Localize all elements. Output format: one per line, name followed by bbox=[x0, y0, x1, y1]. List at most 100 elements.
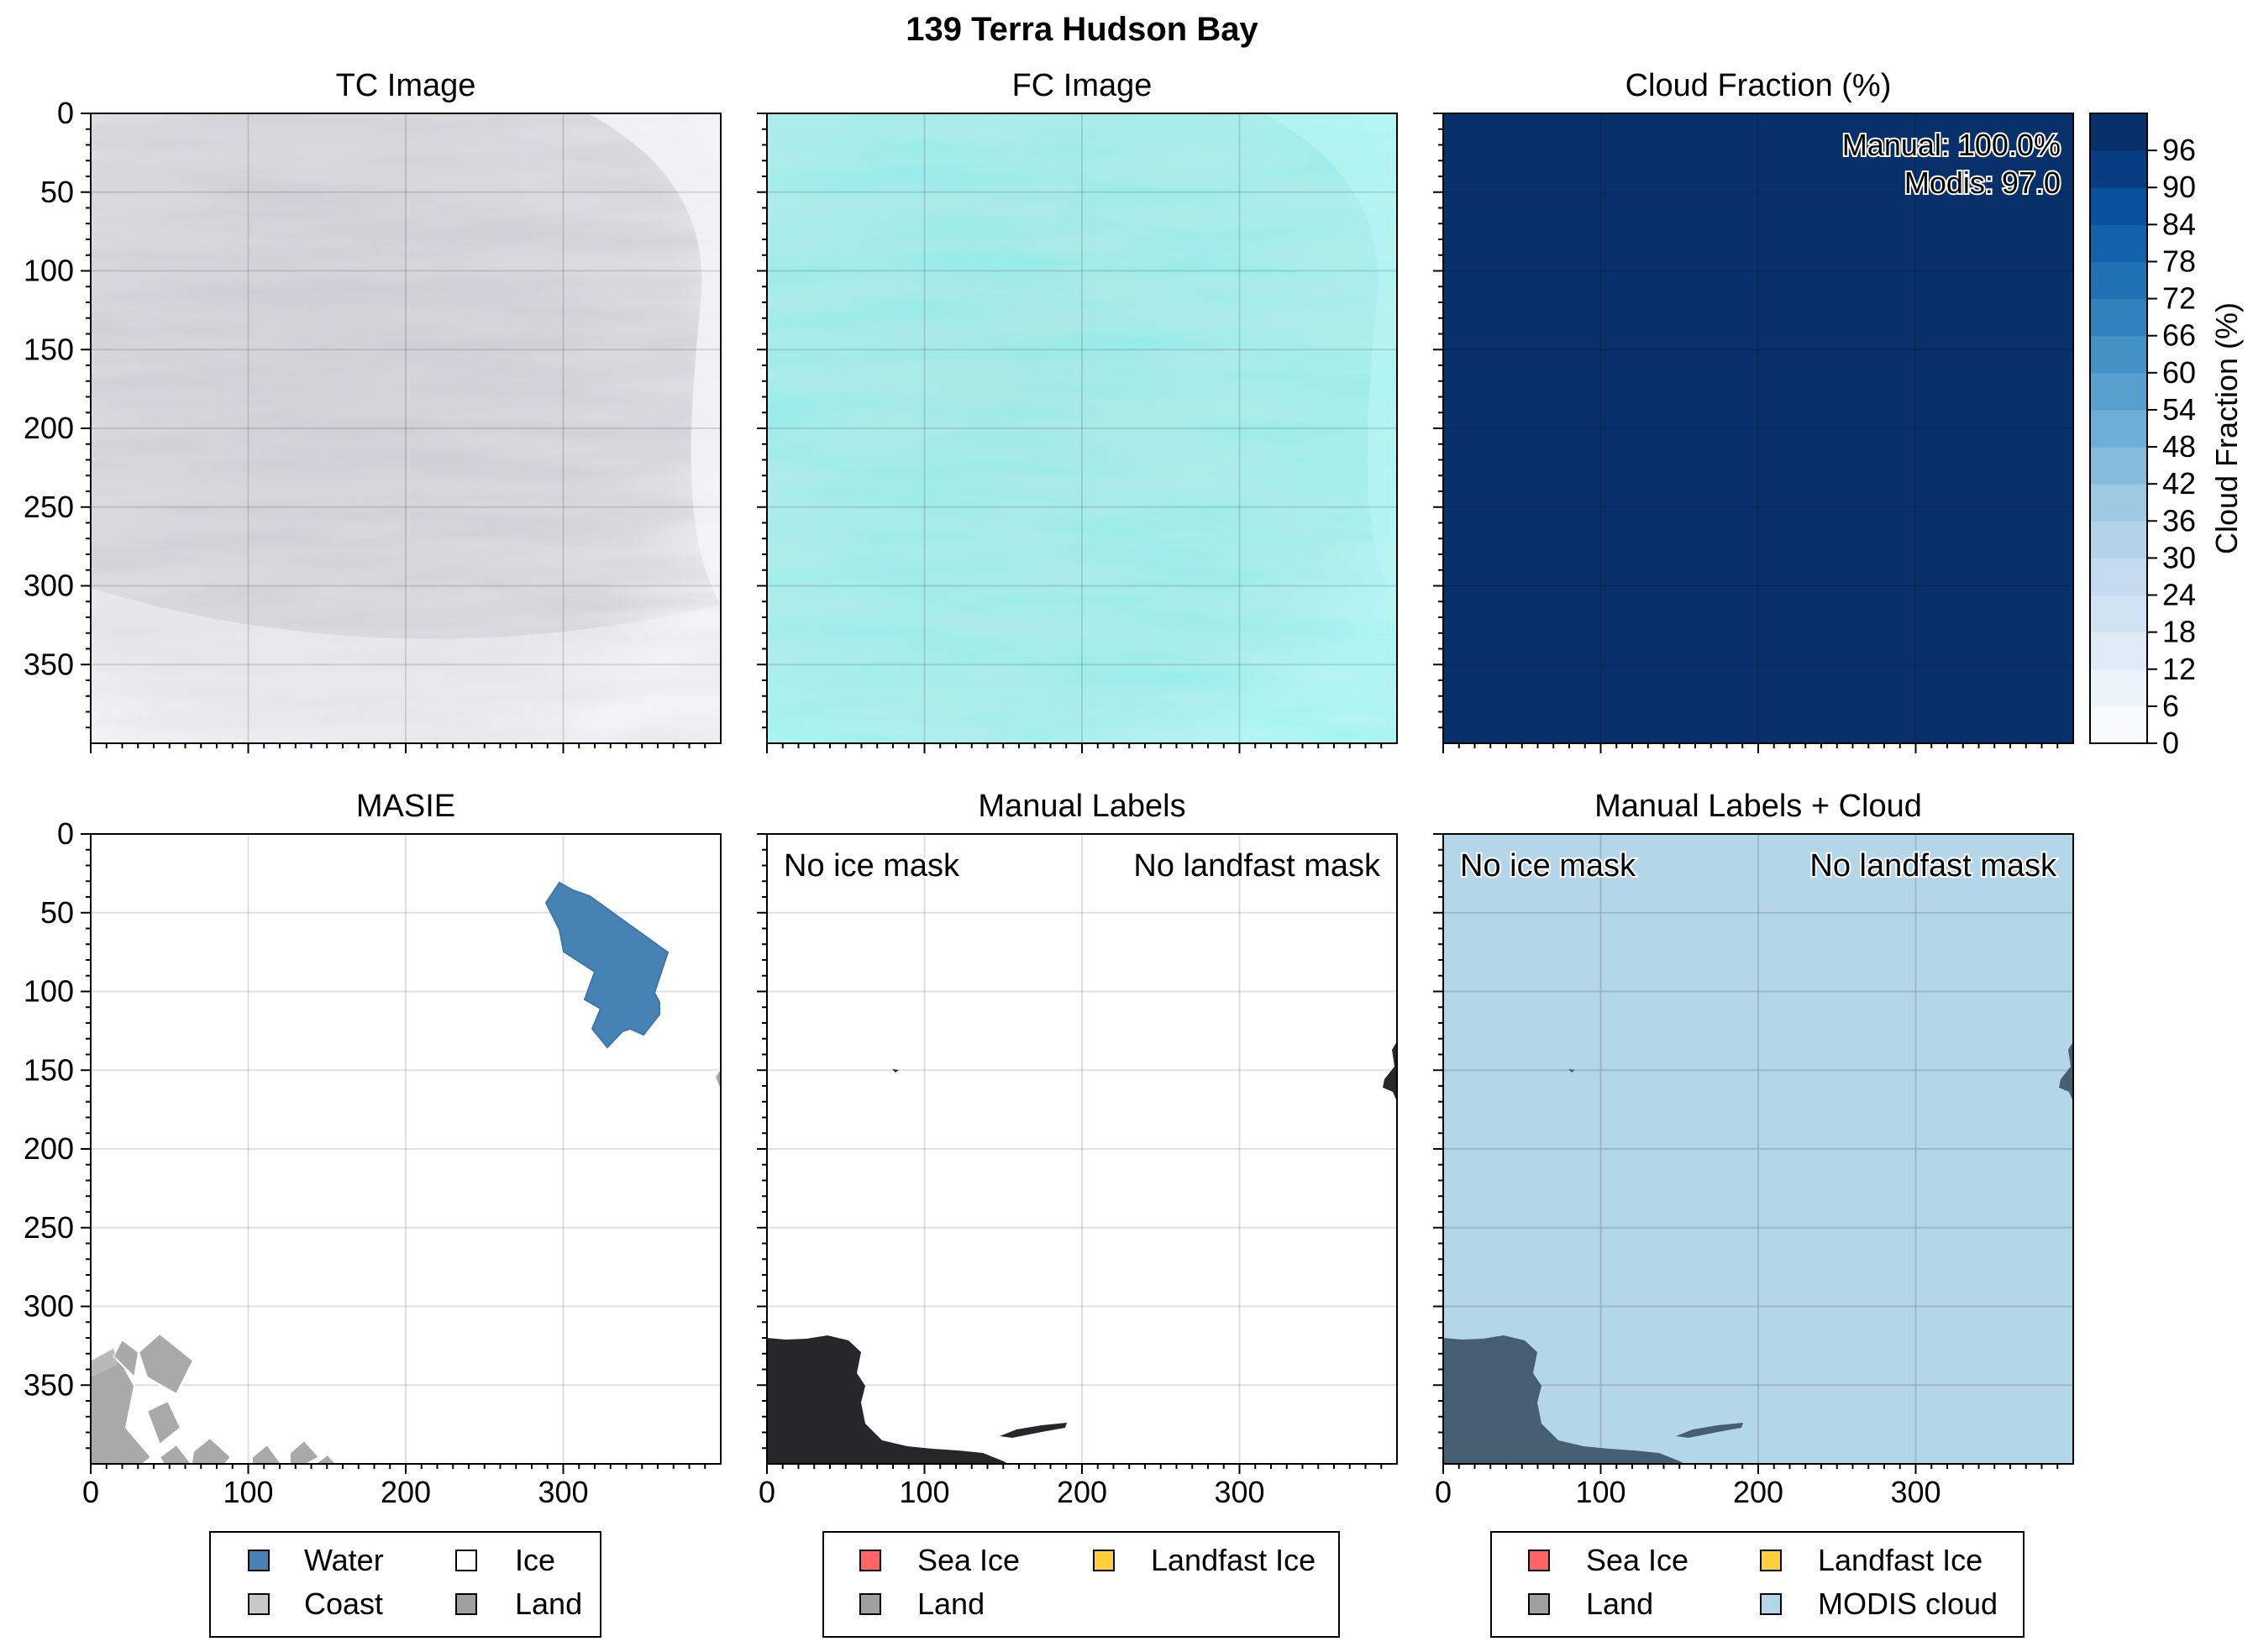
colorbar-tick-label: 42 bbox=[2162, 466, 2196, 501]
panel-title: Manual Labels bbox=[978, 789, 1185, 824]
legend-label-modis-cloud: MODIS cloud bbox=[1818, 1586, 1998, 1621]
manual-land-speck bbox=[892, 1069, 899, 1072]
no-ice-mask-label: No ice mask bbox=[1460, 848, 1636, 884]
tc-bright-edge bbox=[588, 113, 721, 605]
y-tick-label: 0 bbox=[57, 816, 74, 851]
colorbar-tick-label: 66 bbox=[2162, 318, 2196, 353]
y-tick-label: 150 bbox=[24, 332, 74, 366]
colorbar-tick-label: 48 bbox=[2162, 429, 2196, 464]
legend-label-landfast-ice: Landfast Ice bbox=[1818, 1543, 1983, 1577]
masie-map bbox=[91, 834, 721, 1464]
x-tick-label: 200 bbox=[1733, 1475, 1783, 1509]
x-tick-label: 100 bbox=[899, 1475, 949, 1509]
y-tick-label: 50 bbox=[40, 895, 74, 930]
no-ice-mask-label: No ice mask bbox=[784, 848, 960, 884]
colorbar-level bbox=[2090, 484, 2147, 522]
manual-land-edge bbox=[1383, 1041, 1397, 1102]
legend-label-coast: Coast bbox=[304, 1586, 383, 1621]
colorbar-level bbox=[2090, 705, 2147, 744]
colorbar-tick-label: 0 bbox=[2162, 726, 2179, 760]
manual-cloud-land-speck bbox=[1568, 1069, 1575, 1072]
colorbar-level bbox=[2090, 150, 2147, 188]
y-tick-label: 200 bbox=[24, 1131, 74, 1166]
colorbar-level bbox=[2090, 261, 2147, 300]
tc-image bbox=[91, 113, 721, 743]
x-tick-label: 0 bbox=[759, 1475, 775, 1509]
colorbar-tick-label: 78 bbox=[2162, 244, 2196, 278]
y-tick-label: 150 bbox=[24, 1052, 74, 1087]
y-tick-label: 350 bbox=[24, 1367, 74, 1402]
colorbar-level bbox=[2090, 224, 2147, 262]
colorbar-tick-label: 24 bbox=[2162, 578, 2196, 612]
legend-swatch-landfast-ice bbox=[1093, 1550, 1115, 1571]
y-tick-label: 200 bbox=[24, 411, 74, 445]
colorbar-level bbox=[2090, 521, 2147, 559]
y-tick-label: 0 bbox=[57, 96, 74, 130]
legend-label-land: Land bbox=[917, 1586, 985, 1621]
legend-swatch-water bbox=[248, 1550, 270, 1571]
legend-swatch-coast bbox=[248, 1593, 270, 1615]
colorbar-tick-label: 30 bbox=[2162, 540, 2196, 574]
x-tick-label: 200 bbox=[381, 1475, 431, 1509]
cloud-fraction-heatmap bbox=[1443, 113, 2073, 743]
colorbar-tick-label: 6 bbox=[2162, 689, 2179, 723]
colorbar-tick-label: 60 bbox=[2162, 355, 2196, 390]
legend-manual: Sea Ice Landfast Ice Land bbox=[822, 1531, 1340, 1638]
masie-land-region bbox=[91, 1067, 721, 1464]
manual-land-region bbox=[767, 1335, 1008, 1464]
x-tick-label: 300 bbox=[538, 1475, 588, 1509]
panel-manual-labels: Manual Labels No ice mask No landfast ma… bbox=[757, 789, 1398, 1509]
x-tick-label: 100 bbox=[1575, 1475, 1625, 1509]
colorbar-tick-label: 36 bbox=[2162, 503, 2196, 538]
x-tick-label: 300 bbox=[1890, 1475, 1941, 1509]
legend-swatch-land bbox=[455, 1593, 477, 1615]
y-tick-label: 300 bbox=[24, 569, 74, 603]
legend-swatch-landfast-ice bbox=[1760, 1550, 1782, 1571]
manual-labels-cloud-map bbox=[1443, 834, 2073, 1464]
y-tick-label: 250 bbox=[24, 490, 74, 524]
manual-land-sliver bbox=[1000, 1423, 1067, 1438]
panel-tc-image: TC Image 0 50 100 150 200 250 300 350 bbox=[24, 68, 722, 753]
legend-masie: Water Ice Coast Land bbox=[209, 1531, 601, 1638]
y-tick-label: 350 bbox=[24, 647, 74, 681]
panel-title: FC Image bbox=[1012, 68, 1153, 103]
y-tick-label: 100 bbox=[24, 974, 74, 1009]
legend-frame bbox=[1490, 1531, 2025, 1638]
x-tick-label: 100 bbox=[223, 1475, 273, 1509]
y-tick-label: 250 bbox=[24, 1210, 74, 1245]
colorbar-tick-label: 96 bbox=[2162, 133, 2196, 167]
colorbar-level bbox=[2090, 447, 2147, 485]
colorbar-tick-label: 54 bbox=[2162, 392, 2196, 427]
colorbar-level bbox=[2090, 298, 2147, 337]
colorbar-tick-label: 18 bbox=[2162, 615, 2196, 649]
panel-manual-labels-cloud: Manual Labels + Cloud No ice mask No lan… bbox=[1433, 789, 2074, 1509]
colorbar-level bbox=[2090, 409, 2147, 448]
colorbar-tick-label: 84 bbox=[2162, 207, 2196, 241]
figure-title: 139 Terra Hudson Bay bbox=[906, 11, 1258, 48]
manual-cloud-land-edge bbox=[2059, 1041, 2073, 1102]
colorbar-level bbox=[2090, 669, 2147, 707]
manual-cloud-land-sliver bbox=[1676, 1423, 1743, 1438]
panel-title: TC Image bbox=[336, 68, 476, 103]
panel-fc-image: FC Image bbox=[757, 68, 1398, 753]
legend-swatch-sea-ice bbox=[859, 1550, 881, 1571]
fc-bright-edge bbox=[1264, 113, 1397, 605]
masie-water-region bbox=[544, 881, 670, 1049]
manual-cloud-land-region bbox=[1443, 1335, 1684, 1464]
legend-label-ice: Ice bbox=[515, 1543, 555, 1577]
colorbar-level bbox=[2090, 558, 2147, 596]
panel-masie: MASIE 0 50 100 150 200 250 300 350 0 bbox=[24, 789, 722, 1509]
colorbar-level bbox=[2090, 372, 2147, 411]
colorbar-level bbox=[2090, 632, 2147, 670]
masie-coast-region bbox=[91, 1348, 118, 1377]
colorbar-tick-label: 12 bbox=[2162, 652, 2196, 686]
legend-label-land: Land bbox=[1586, 1586, 1653, 1621]
legend-swatch-land bbox=[1528, 1593, 1550, 1615]
legend-label-sea-ice: Sea Ice bbox=[917, 1543, 1020, 1577]
legend-swatch-ice bbox=[455, 1550, 477, 1571]
colorbar-tick-label: 90 bbox=[2162, 170, 2196, 204]
legend-label-water: Water bbox=[304, 1543, 384, 1577]
colorbar-frame bbox=[2089, 113, 2148, 744]
